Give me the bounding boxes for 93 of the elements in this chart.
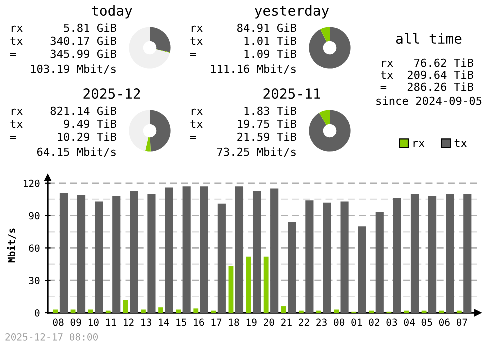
bar — [393, 198, 402, 313]
y-tick-label: 0 — [35, 310, 40, 317]
text: tx 19.75 TiB — [190, 120, 296, 128]
bar — [323, 202, 332, 313]
text: 64.15 Mbit/s — [37, 148, 116, 158]
x-tick-label: 06 — [439, 318, 450, 326]
text: all time — [396, 33, 462, 44]
bar — [252, 190, 262, 313]
y-axis-title: Mbit/s — [7, 228, 16, 263]
bar — [334, 310, 339, 313]
text: tx 9.49 TiB — [10, 120, 116, 128]
bar — [288, 222, 296, 313]
x-tick-label: 11 — [106, 318, 116, 326]
x-tick-label: 23 — [316, 318, 327, 326]
bar — [141, 310, 146, 313]
bar — [158, 308, 164, 313]
bar — [376, 212, 384, 313]
text: rx 76.62 TiB — [382, 58, 474, 68]
y-tick-label: 90 — [29, 212, 40, 220]
text: 73.25 Mbit/s — [217, 148, 296, 158]
bar — [228, 266, 234, 313]
text: = 286.26 TiB — [380, 82, 474, 92]
bar — [270, 188, 279, 313]
bar — [428, 196, 437, 313]
x-tick-label: 09 — [70, 318, 82, 326]
x-tick-label: 04 — [404, 318, 415, 326]
text: = 345.99 GiB — [10, 50, 116, 58]
bar — [77, 195, 86, 313]
legend-label: tx — [454, 139, 468, 148]
x-tick-label: 01 — [352, 318, 362, 326]
x-tick-label: 22 — [299, 318, 310, 326]
bar — [130, 190, 138, 313]
chart-title: yesterday — [255, 5, 330, 19]
x-tick-label: 03 — [386, 318, 398, 326]
x-tick-label: 18 — [229, 318, 240, 326]
text: rx 821.14 GiB — [12, 106, 116, 116]
chart-title: 2025-11 — [264, 88, 320, 100]
bar — [148, 194, 156, 313]
legend-label: rx — [414, 141, 425, 148]
bar — [246, 256, 252, 313]
bar — [176, 310, 182, 313]
x-tick-label: 00 — [334, 318, 345, 326]
bar — [200, 186, 208, 313]
x-tick-label: 15 — [176, 318, 186, 326]
chart-title: 2025-12 — [84, 88, 140, 100]
text: since 2024-09-05 — [376, 96, 482, 106]
bar — [306, 200, 314, 313]
x-tick-label: 16 — [194, 318, 204, 326]
bar — [358, 226, 366, 313]
bar — [446, 194, 454, 313]
bar — [194, 308, 199, 313]
y-tick-label: 30 — [29, 277, 40, 284]
text: 103.19 Mbit/s — [31, 64, 116, 74]
bar — [88, 310, 94, 313]
x-tick-label: 02 — [369, 318, 380, 326]
bar — [218, 204, 226, 313]
bar — [123, 300, 128, 313]
bar — [340, 202, 349, 313]
text: = 1.09 TiB — [190, 50, 296, 58]
bar — [281, 306, 286, 313]
bar — [165, 188, 174, 313]
text: tx 209.64 TiB — [381, 70, 474, 80]
x-tick-label: 10 — [88, 318, 99, 326]
x-tick-label: 19 — [246, 318, 257, 326]
x-tick-label: 08 — [53, 318, 64, 326]
text: 111.16 Mbit/s — [211, 64, 296, 74]
x-tick-label: 17 — [212, 318, 222, 326]
x-tick-label: 07 — [456, 318, 468, 326]
x-tick-label: 05 — [422, 318, 432, 326]
text: rx 1.83 TiB — [192, 106, 296, 116]
text: = 10.29 TiB — [10, 132, 116, 142]
chart-title: today — [92, 5, 132, 19]
bar — [264, 256, 269, 313]
y-tick-label: 60 — [29, 244, 40, 252]
text: rx 84.91 GiB — [192, 24, 296, 32]
text: tx 1.01 TiB — [190, 36, 296, 46]
text: 2025-12-17 08:00 — [6, 333, 98, 341]
text: rx 5.81 GiB — [12, 24, 116, 32]
bar — [410, 194, 420, 313]
x-tick-label: 20 — [264, 318, 274, 326]
bar — [60, 193, 68, 313]
x-tick-label: 14 — [159, 318, 170, 326]
bar — [95, 202, 104, 313]
y-tick-label: 120 — [24, 180, 40, 188]
x-tick-label: 12 — [124, 318, 134, 326]
x-tick-label: 13 — [142, 318, 152, 326]
bar — [182, 186, 191, 313]
bar — [464, 194, 472, 313]
bar — [112, 196, 121, 313]
text: tx 340.17 GiB — [10, 36, 116, 46]
x-tick-label: 21 — [282, 318, 292, 326]
bar — [235, 186, 244, 313]
text: = 21.59 TiB — [190, 132, 296, 142]
